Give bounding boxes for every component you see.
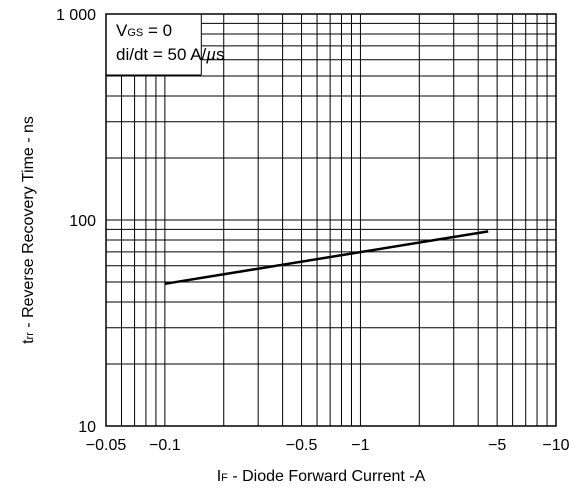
- annotation-text-group: VGS = 0 di/dt = 50 A/µs: [106, 21, 225, 76]
- annotation-box: [106, 14, 202, 76]
- x-tick-label: −10: [542, 437, 569, 454]
- x-tick-label: −5: [488, 437, 506, 454]
- y-tick-label: 10: [78, 419, 96, 436]
- y-tick-label: 100: [69, 213, 96, 230]
- annotation-text: VGS = 0: [116, 21, 172, 40]
- y-tick-labels: 10 100 1 000: [56, 7, 96, 436]
- x-tick-label: −0.05: [86, 437, 127, 454]
- grid: [105, 13, 557, 427]
- x-tick-label: −1: [351, 437, 369, 454]
- annotation-text: di/dt = 50 A/µs: [116, 45, 225, 64]
- series-line: [164, 230, 489, 286]
- x-tick-label: −0.1: [149, 437, 181, 454]
- y-tick-label: 1 000: [56, 7, 96, 24]
- x-axis-title: IF - Diode Forward Current -A: [217, 468, 426, 485]
- plot-frame: [105, 13, 557, 427]
- y-axis-title: trr - Reverse Recovery Time - ns: [20, 116, 37, 344]
- series-group: [164, 230, 489, 286]
- x-tick-label: −0.5: [286, 437, 318, 454]
- x-tick-labels: −0.05 −0.1 −0.5 −1 −5 −10: [86, 437, 570, 454]
